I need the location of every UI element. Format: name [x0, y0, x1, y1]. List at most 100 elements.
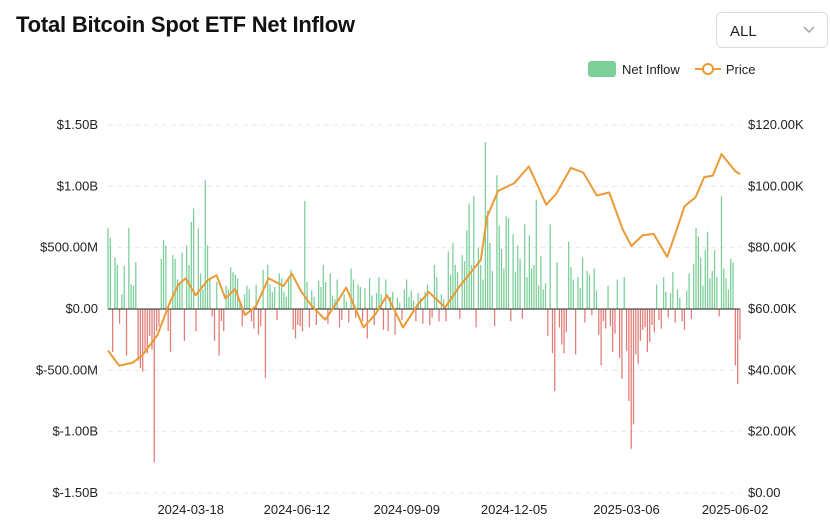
- inflow-bar: [345, 301, 348, 309]
- inflow-bar: [188, 264, 190, 309]
- range-select[interactable]: ALL: [716, 12, 828, 48]
- inflow-bar: [544, 283, 547, 309]
- right-tick-label: $120.00K: [748, 117, 804, 132]
- outflow-bar: [614, 309, 616, 334]
- outflow-bar: [642, 309, 644, 330]
- x-tick-label: 2024-09-09: [373, 502, 440, 517]
- inflow-bar: [380, 294, 382, 309]
- outflow-bar: [264, 309, 267, 378]
- inflow-bar: [496, 175, 498, 309]
- inflow-bar: [540, 256, 542, 309]
- inflow-bar: [517, 245, 519, 309]
- inflow-bar: [542, 289, 544, 309]
- x-tick-label: 2025-03-06: [593, 502, 660, 517]
- outflow-bar: [618, 309, 621, 359]
- legend-label-net-inflow: Net Inflow: [622, 61, 680, 77]
- inflow-bar: [114, 257, 116, 309]
- inflow-bar: [396, 297, 399, 309]
- inflow-bar: [672, 272, 674, 309]
- inflow-bar: [579, 288, 581, 309]
- outflow-bar: [734, 309, 736, 366]
- outflow-bar: [146, 309, 148, 354]
- price-line: [107, 153, 741, 367]
- outflow-bar: [737, 309, 739, 384]
- inflow-bar: [720, 196, 723, 309]
- outflow-bar: [431, 309, 433, 318]
- inflow-bar: [193, 208, 195, 309]
- outflow-bar: [510, 309, 512, 322]
- outflow-bar: [218, 309, 220, 356]
- inflow-bar: [128, 228, 130, 309]
- outflow-bar: [139, 309, 142, 368]
- inflow-bar: [174, 258, 176, 309]
- legend-label-price: Price: [725, 61, 756, 77]
- outflow-bar: [355, 309, 357, 318]
- inflow-bar: [318, 280, 320, 309]
- inflow-bar: [700, 257, 702, 309]
- inflow-bar: [135, 262, 137, 309]
- inflow-bar: [130, 284, 132, 309]
- inflow-bar: [716, 277, 718, 309]
- inflow-bar: [482, 279, 484, 309]
- inflow-bar: [514, 272, 517, 309]
- outflow-bar: [718, 309, 720, 317]
- inflow-bar: [243, 294, 246, 309]
- inflow-bar: [248, 289, 250, 309]
- outflow-bar: [301, 309, 304, 332]
- outflow-bar: [223, 309, 225, 332]
- outflow-bar: [144, 309, 146, 352]
- inflow-bar: [392, 291, 394, 309]
- right-tick-label: $20.00K: [748, 424, 797, 439]
- outflow-bar: [297, 309, 299, 325]
- outflow-bar: [341, 309, 343, 321]
- outflow-bar: [195, 309, 197, 332]
- left-tick-label: $1.00B: [57, 178, 98, 193]
- outflow-bar: [183, 309, 186, 341]
- right-tick-label: $0.00: [748, 485, 781, 500]
- legend-item-net-inflow[interactable]: Net Inflow: [588, 61, 680, 77]
- outflow-bar: [155, 309, 158, 332]
- inflow-bar: [454, 264, 456, 309]
- inflow-bar: [329, 273, 331, 309]
- inflow-bar: [433, 264, 436, 309]
- outflow-bar: [547, 309, 549, 336]
- left-tick-label: $-1.50B: [52, 485, 98, 500]
- outflow-bar: [625, 309, 628, 351]
- inflow-bar: [730, 258, 732, 309]
- inflow-bar: [665, 291, 667, 309]
- inflow-bar: [230, 267, 232, 309]
- inflow-bar: [528, 235, 530, 309]
- outflow-bar: [600, 309, 602, 366]
- inflow-bar: [533, 264, 535, 309]
- outflow-bar: [644, 309, 646, 328]
- inflow-bar: [162, 240, 165, 309]
- inflow-bar: [688, 273, 690, 309]
- inflow-bar: [480, 264, 482, 309]
- inflow-bar: [278, 273, 280, 309]
- inflow-bar: [239, 301, 241, 309]
- inflow-bar: [711, 270, 713, 309]
- x-tick-label: 2025-06-02: [702, 502, 769, 517]
- outflow-bar: [683, 309, 686, 330]
- outflow-bar: [315, 309, 317, 325]
- inflow-bar: [190, 221, 192, 309]
- legend-item-price[interactable]: Price: [694, 61, 756, 77]
- inflow-bar: [507, 218, 510, 309]
- inflow-bar: [713, 250, 716, 309]
- outflow-bar: [422, 309, 424, 324]
- inflow-bar: [489, 242, 491, 309]
- range-select-value: ALL: [730, 23, 757, 40]
- left-tick-label: $-1.00B: [52, 424, 98, 439]
- outflow-bar: [628, 309, 630, 401]
- inflow-bar: [697, 236, 699, 309]
- outflow-bar: [558, 309, 561, 328]
- outflow-bar: [658, 309, 660, 321]
- inflow-bar: [512, 234, 514, 309]
- inflow-bar: [267, 264, 269, 309]
- inflow-bar: [549, 224, 551, 309]
- inflow-bar: [313, 296, 315, 309]
- right-tick-label: $40.00K: [748, 362, 797, 377]
- chart-legend: Net Inflow Price: [588, 59, 769, 79]
- inflow-bar: [686, 290, 688, 309]
- outflow-bar: [609, 309, 611, 327]
